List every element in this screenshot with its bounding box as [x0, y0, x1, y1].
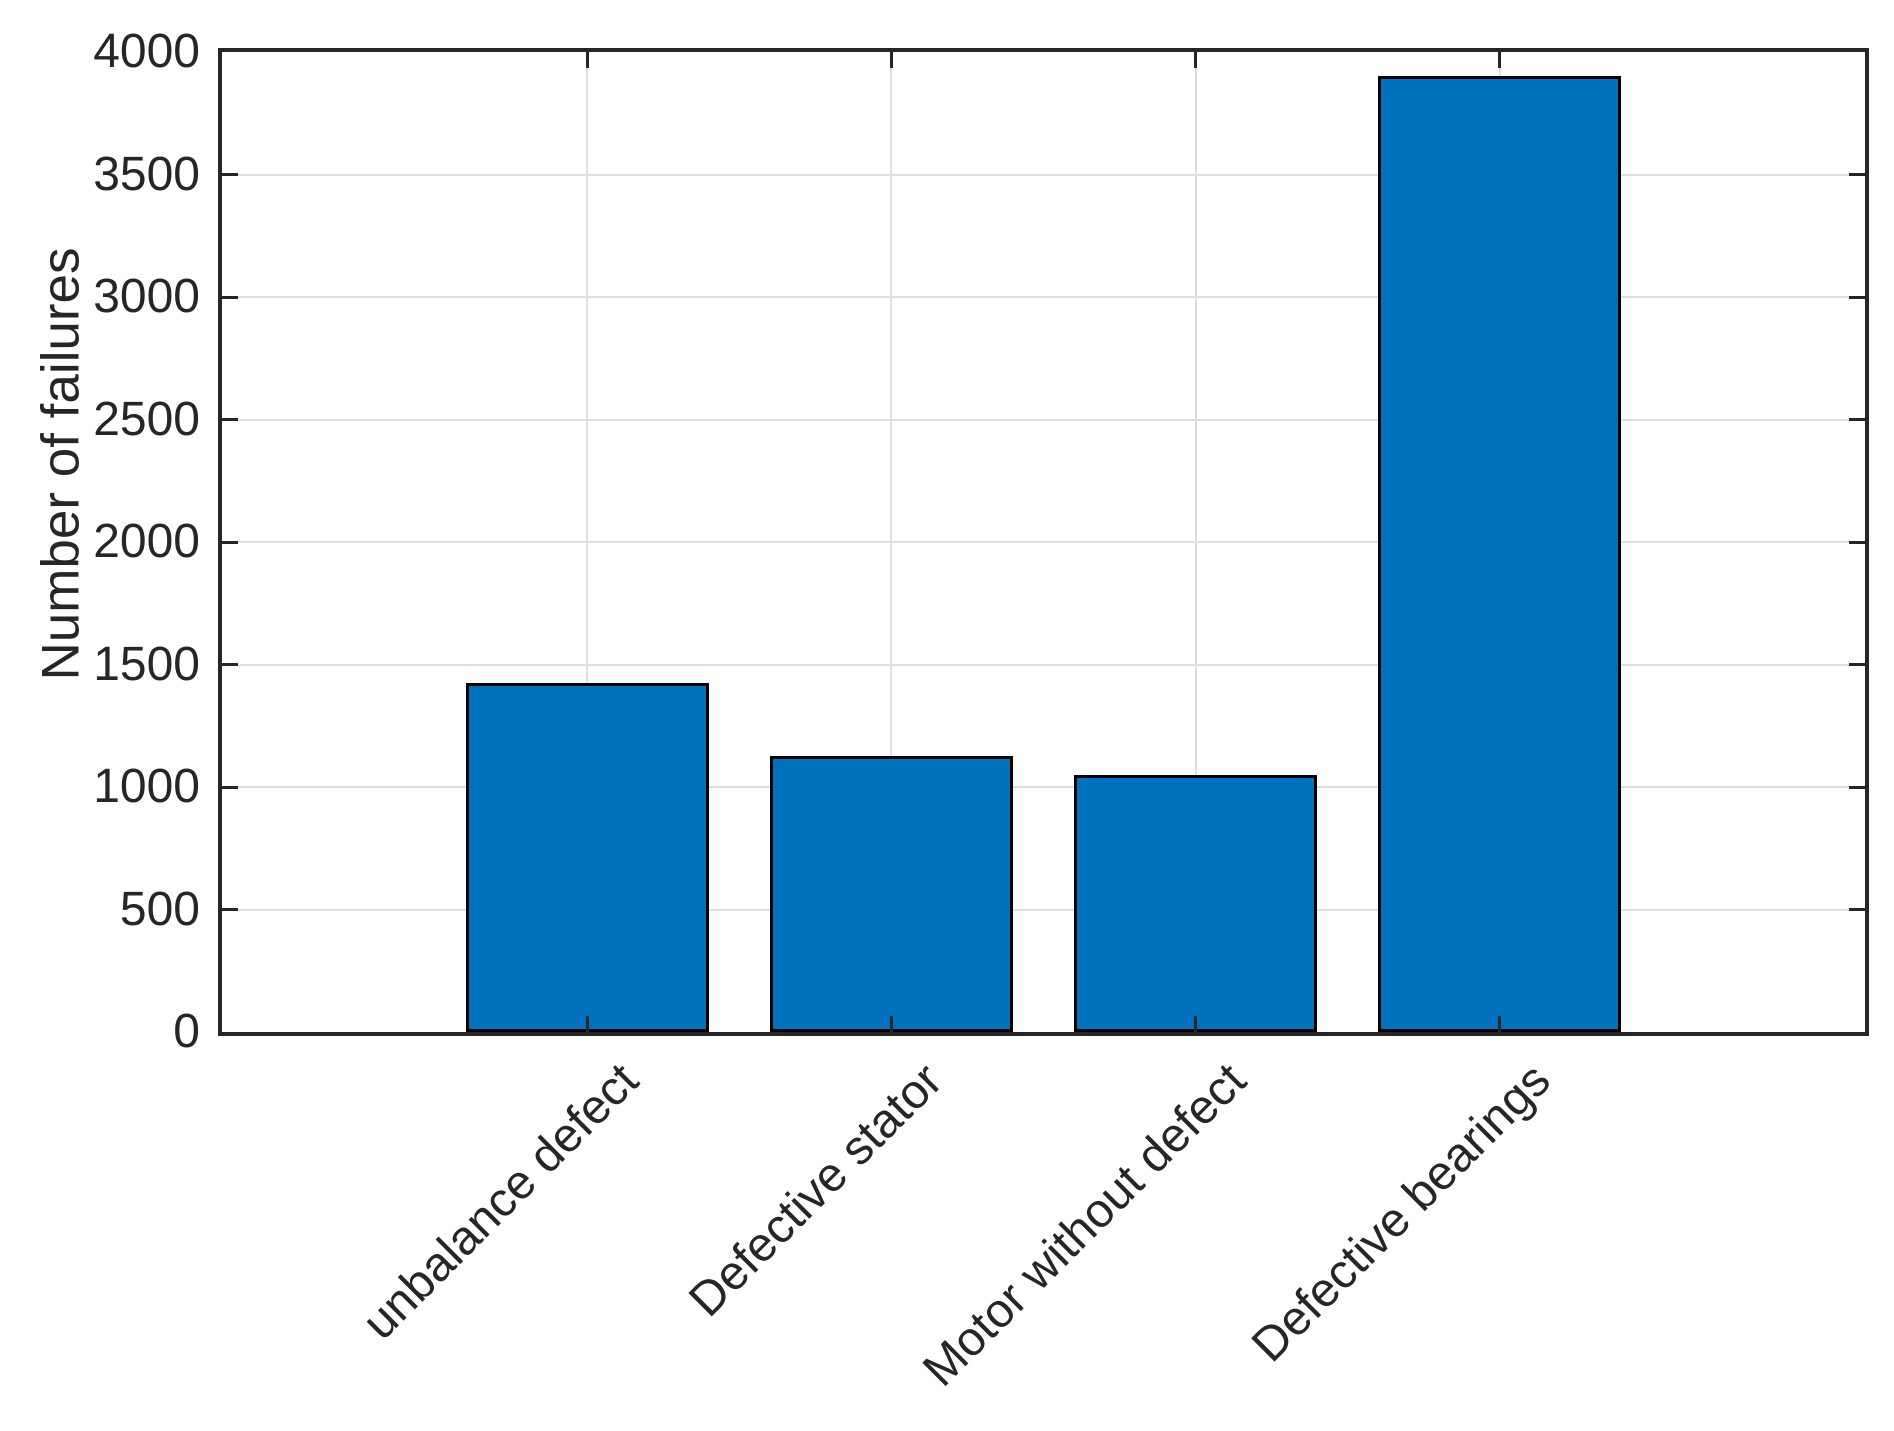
y-tick-label-500: 500	[119, 882, 200, 936]
y-tick-label-4000: 4000	[93, 25, 200, 78]
x-tick-label-defective-stator: Defective stator	[679, 1053, 953, 1327]
x-tick-label-motor-without-defect: Motor without defect	[913, 1053, 1257, 1397]
x-tick-label-unbalance-defect: unbalance defect	[352, 1053, 649, 1350]
bar-defective-stator	[769, 756, 1013, 1032]
y-tick-right-1000	[1849, 785, 1865, 789]
plot-area	[218, 48, 1869, 1036]
x-tick-top-3	[1194, 52, 1198, 68]
gridline-h-1500	[222, 663, 1865, 666]
y-tick-left-3500	[222, 173, 238, 176]
bar-unbalance-defect	[465, 683, 709, 1032]
y-tick-left-2500	[222, 418, 238, 421]
y-tick-right-1500	[1849, 663, 1865, 666]
y-tick-label-1000: 1000	[93, 760, 200, 813]
gridline-h-500	[222, 908, 1865, 911]
gridline-v-defective-stator	[890, 52, 893, 1032]
y-tick-label-1500: 1500	[93, 637, 200, 691]
y-tick-left-500	[222, 908, 238, 911]
y-tick-right-500	[1849, 908, 1865, 911]
y-tick-left-1500	[222, 663, 238, 666]
y-tick-label-0: 0	[173, 1005, 200, 1058]
x-tick-top-2	[889, 52, 893, 68]
gridline-h-2500	[222, 418, 1865, 421]
x-tick-bottom-4	[1498, 1016, 1502, 1032]
y-tick-right-3500	[1849, 173, 1865, 176]
gridline-v-unbalance-defect	[586, 52, 589, 1032]
x-tick-label-defective-bearings: Defective bearings	[1242, 1053, 1561, 1373]
y-tick-left-3000	[222, 295, 238, 299]
gridline-v-motor-without-defect	[1194, 52, 1197, 1032]
y-tick-left-2000	[222, 540, 238, 544]
gridline-h-1000	[222, 786, 1865, 788]
x-tick-top-1	[585, 52, 589, 68]
x-tick-bottom-1	[585, 1016, 589, 1032]
y-tick-right-3000	[1849, 295, 1865, 299]
gridline-h-2000	[222, 541, 1865, 543]
bar-defective-bearings	[1378, 76, 1622, 1032]
x-tick-bottom-3	[1194, 1016, 1198, 1032]
y-tick-left-1000	[222, 785, 238, 789]
y-tick-right-2500	[1849, 418, 1865, 421]
x-tick-bottom-2	[889, 1016, 893, 1032]
y-tick-right-2000	[1849, 540, 1865, 544]
x-tick-top-4	[1498, 52, 1502, 68]
gridline-h-3000	[222, 296, 1865, 298]
y-tick-label-2000: 2000	[93, 515, 200, 568]
gridline-h-3500	[222, 173, 1865, 176]
y-tick-label-3500: 3500	[93, 147, 200, 201]
y-tick-label-2500: 2500	[93, 392, 200, 446]
y-tick-label-3000: 3000	[93, 270, 200, 323]
bar-motor-without-defect	[1074, 775, 1318, 1032]
